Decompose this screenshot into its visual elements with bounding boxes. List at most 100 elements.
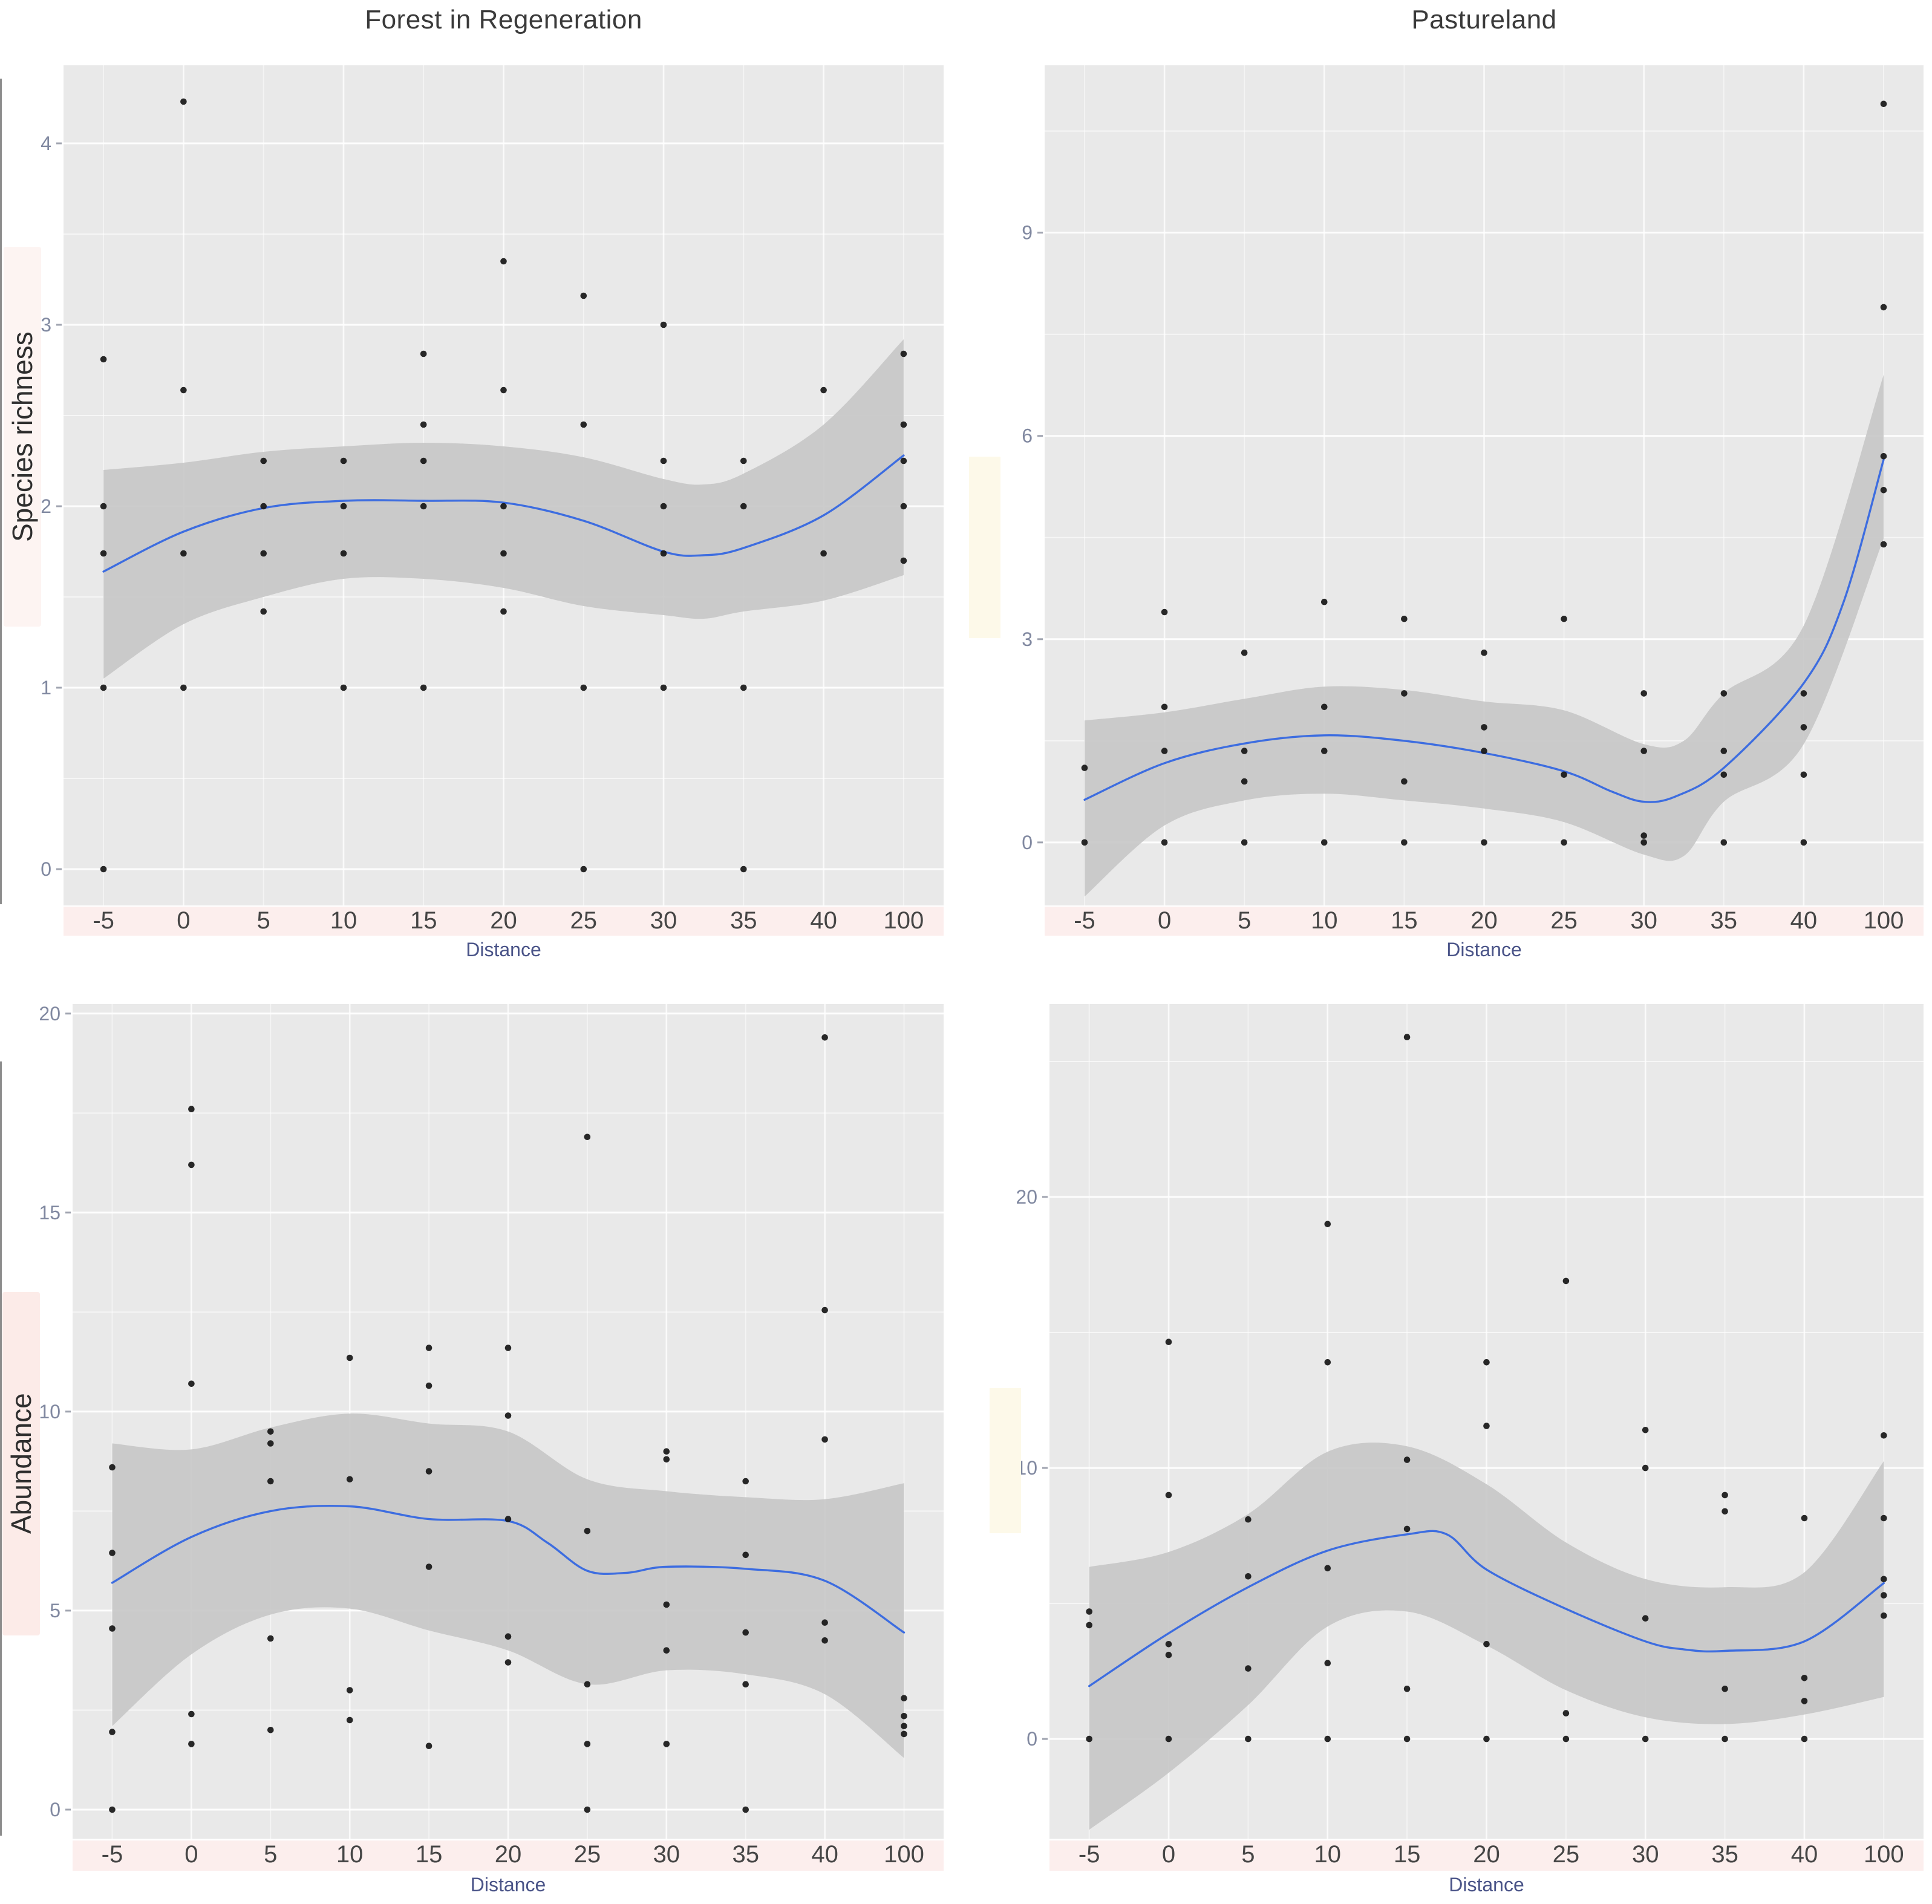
data-point — [1881, 1514, 1887, 1522]
data-point — [346, 1354, 353, 1361]
data-point — [1081, 839, 1088, 846]
data-point — [1562, 1277, 1570, 1285]
data-point — [1562, 1735, 1570, 1743]
data-point — [1880, 100, 1887, 108]
data-point — [1403, 1525, 1411, 1533]
x-tick-label: 100 — [883, 907, 924, 934]
data-point — [1161, 748, 1168, 754]
data-point — [346, 1717, 353, 1724]
data-point — [1245, 1735, 1252, 1743]
data-point — [425, 1563, 432, 1570]
y-tick-label: 3 — [41, 314, 51, 336]
data-point — [100, 503, 107, 510]
data-point — [901, 1723, 907, 1730]
confidence-band — [112, 1413, 904, 1758]
data-point — [267, 1727, 274, 1733]
y-tick-label: 6 — [1022, 425, 1033, 447]
data-point — [500, 503, 507, 510]
data-point — [188, 1380, 195, 1387]
column-title-pasture: Pastureland — [1411, 5, 1557, 34]
data-point — [100, 356, 107, 363]
x-tick-label: 25 — [573, 1841, 601, 1868]
data-point — [1481, 649, 1487, 656]
y-tick-label: 0 — [1022, 832, 1033, 853]
data-point — [742, 1551, 749, 1559]
data-point — [267, 1428, 274, 1435]
data-point — [1800, 771, 1807, 778]
data-point — [663, 1448, 670, 1455]
data-point — [1401, 615, 1408, 622]
data-point — [660, 457, 667, 465]
data-point — [500, 258, 507, 265]
data-point — [504, 1412, 512, 1419]
data-point — [425, 1345, 432, 1351]
data-point — [1881, 1592, 1887, 1599]
data-point — [821, 1637, 828, 1644]
data-point — [1800, 690, 1807, 697]
data-point — [740, 684, 747, 691]
data-point — [580, 292, 587, 299]
data-point — [180, 684, 187, 691]
x-axis-strip: -5 0 5 10 15 20 25 30 35 40 100 — [1049, 1840, 1924, 1871]
data-point — [1161, 839, 1168, 846]
data-point — [1720, 839, 1728, 846]
data-point — [500, 386, 507, 394]
data-point — [1801, 1698, 1808, 1704]
data-point — [420, 684, 427, 691]
data-point — [180, 550, 187, 557]
data-point — [504, 1659, 512, 1666]
data-point — [742, 1681, 749, 1687]
data-point — [1245, 1665, 1252, 1672]
data-point — [1321, 748, 1328, 754]
data-point — [820, 386, 827, 394]
x-tick-label: 20 — [494, 1841, 522, 1868]
data-point — [584, 1741, 591, 1747]
data-point — [900, 421, 907, 428]
x-tick-label: 35 — [1711, 1841, 1738, 1868]
data-point — [580, 421, 587, 428]
data-point — [740, 866, 747, 873]
data-point — [1722, 1508, 1728, 1515]
data-point — [1321, 598, 1328, 605]
column-title-forest: Forest in Regeneration — [365, 5, 642, 34]
data-point — [1881, 1576, 1887, 1583]
y-tick-label: 4 — [41, 132, 51, 154]
data-point — [1722, 1685, 1728, 1692]
data-point — [1561, 771, 1567, 778]
data-point — [1241, 649, 1248, 656]
data-point — [1081, 765, 1088, 771]
plot-panel-forest-species-richness: 0 1 2 3 4 — [41, 65, 944, 905]
data-point — [1403, 1685, 1411, 1692]
x-tick-label: 40 — [811, 1841, 838, 1868]
data-point — [584, 1806, 591, 1813]
data-point — [901, 1713, 907, 1720]
data-point — [260, 550, 267, 557]
data-point — [1880, 304, 1887, 311]
data-point — [1642, 1427, 1649, 1433]
data-point — [1245, 1516, 1252, 1523]
y-tick-label: 1 — [41, 677, 51, 699]
data-point — [109, 1729, 116, 1735]
smooth-line — [1088, 1530, 1885, 1687]
data-point — [1241, 839, 1248, 846]
y-tick-label: 20 — [1016, 1186, 1037, 1208]
x-tick-label: 40 — [1790, 907, 1818, 934]
smooth-line — [111, 1504, 906, 1634]
smooth-line — [102, 454, 905, 573]
data-point — [1324, 1660, 1331, 1666]
data-point — [1640, 839, 1647, 846]
data-point — [1401, 778, 1408, 785]
data-point — [1880, 453, 1887, 460]
data-point — [188, 1741, 195, 1747]
data-point — [1165, 1492, 1172, 1499]
data-point — [1161, 608, 1168, 616]
x-tick-label: 25 — [1550, 907, 1578, 934]
x-tick-label: 20 — [1473, 1841, 1500, 1868]
x-tick-label: 0 — [1158, 907, 1172, 934]
data-point — [1481, 724, 1487, 731]
data-point — [1403, 1034, 1411, 1040]
data-point — [504, 1633, 512, 1640]
data-point — [180, 386, 187, 394]
scan-edge-line-bottom — [0, 1061, 2, 1836]
data-point — [260, 503, 267, 510]
